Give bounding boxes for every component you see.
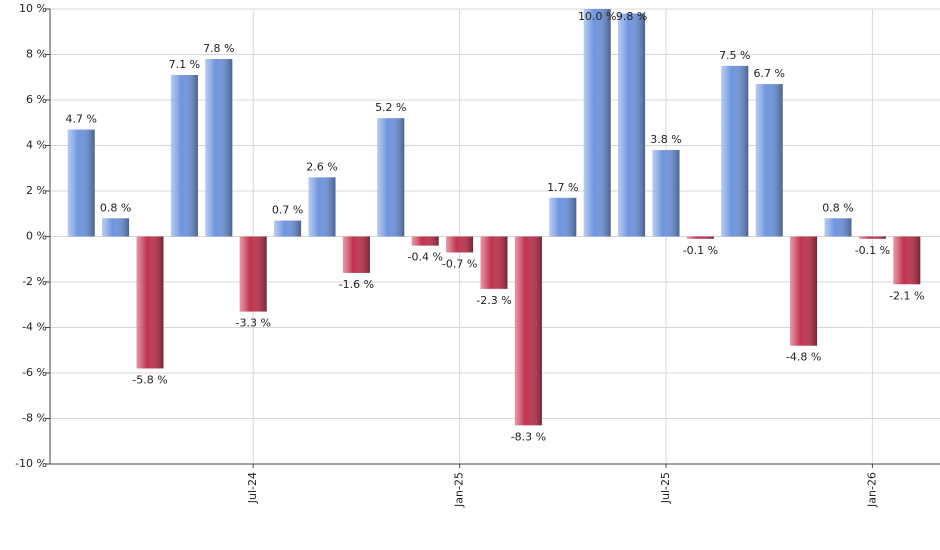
value-label: 7.5 %	[719, 49, 750, 62]
value-label: -2.3 %	[476, 294, 511, 307]
bar-shade	[618, 13, 646, 237]
x-tick-label: Jan-26	[865, 472, 878, 508]
value-label: 2.6 %	[306, 160, 337, 173]
bar-shade	[446, 236, 474, 253]
y-tick-label: 2 %	[26, 184, 47, 197]
value-label: -0.1 %	[683, 244, 718, 257]
value-label: 3.8 %	[650, 133, 681, 146]
bar-shade	[67, 129, 95, 237]
bar-shade	[308, 177, 336, 237]
bar-shade	[411, 236, 439, 246]
y-tick-label: -10 %	[15, 457, 47, 470]
bar-shade	[893, 236, 921, 285]
y-tick-label: 6 %	[26, 93, 47, 106]
value-label: 5.2 %	[375, 101, 406, 114]
value-label: -0.1 %	[855, 244, 890, 257]
value-label: -0.4 %	[407, 251, 442, 264]
bar-shade	[824, 218, 852, 237]
value-label: 7.1 %	[169, 58, 200, 71]
value-label: -1.6 %	[339, 278, 374, 291]
bar-shade	[755, 84, 783, 237]
bar-shade	[205, 59, 233, 237]
value-label: -2.1 %	[889, 289, 924, 302]
bar-shade	[136, 236, 164, 369]
value-label: -5.8 %	[132, 373, 167, 386]
value-label: 0.8 %	[822, 201, 853, 214]
bar-shade	[377, 118, 405, 237]
bar-shade	[790, 236, 818, 346]
value-label: 10.0 %	[578, 10, 616, 23]
bar-shade	[480, 236, 508, 289]
y-tick-label: 4 %	[26, 139, 47, 152]
bar-shade	[721, 65, 749, 237]
bar-shade	[583, 9, 611, 237]
value-label: -0.7 %	[442, 257, 477, 270]
value-label: -3.3 %	[235, 317, 270, 330]
value-label: 7.8 %	[203, 42, 234, 55]
value-label: -4.8 %	[786, 351, 821, 364]
y-tick-label: 8 %	[26, 48, 47, 61]
y-tick-label: -6 %	[22, 366, 47, 379]
y-tick-label: 10 %	[19, 2, 47, 15]
bar-shade	[274, 220, 302, 237]
bar-shade	[102, 218, 130, 237]
y-tick-label: -8 %	[22, 412, 47, 425]
x-tick-label: Jul-25	[659, 472, 672, 504]
y-tick-label: -4 %	[22, 321, 47, 334]
x-tick-label: Jan-25	[453, 472, 466, 508]
value-label: 9.8 %	[616, 10, 647, 23]
x-tick-label: Jul-24	[246, 472, 259, 504]
bar-shade	[514, 236, 542, 426]
y-tick-label: 0 %	[26, 230, 47, 243]
value-label: 4.7 %	[65, 113, 96, 126]
bar-shade	[652, 150, 680, 237]
value-label: 6.7 %	[753, 67, 784, 80]
value-label: 1.7 %	[547, 181, 578, 194]
bar-shade	[686, 236, 714, 239]
value-label: -8.3 %	[511, 430, 546, 443]
bar-shade	[239, 236, 267, 312]
value-label: 0.7 %	[272, 204, 303, 217]
bar-shade	[170, 74, 198, 237]
bar-shade	[549, 197, 577, 237]
value-label: 0.8 %	[100, 201, 131, 214]
y-tick-label: -2 %	[22, 275, 47, 288]
bar-shade	[342, 236, 370, 273]
bar-shade	[858, 236, 886, 239]
